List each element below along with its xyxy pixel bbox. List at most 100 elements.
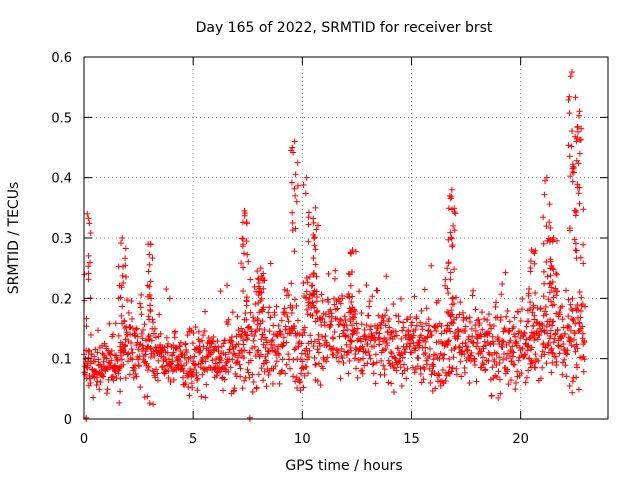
data-point — [86, 220, 93, 227]
data-point — [283, 361, 290, 368]
data-point — [100, 373, 107, 380]
data-point — [304, 279, 311, 286]
data-point — [337, 300, 344, 307]
data-point — [194, 387, 201, 394]
data-point — [265, 348, 272, 355]
data-point — [382, 345, 389, 352]
data-point — [363, 334, 370, 341]
data-point — [222, 351, 229, 358]
data-point — [451, 266, 458, 273]
data-point — [279, 367, 286, 374]
data-point — [315, 349, 322, 356]
data-point — [100, 358, 107, 365]
data-point — [509, 353, 516, 360]
data-point — [540, 268, 547, 275]
data-point — [580, 260, 587, 267]
data-point — [576, 289, 583, 296]
data-point — [395, 318, 402, 325]
data-point — [542, 303, 549, 310]
data-point — [133, 325, 140, 332]
data-point — [373, 359, 380, 366]
data-point — [303, 345, 310, 352]
data-point — [245, 258, 252, 265]
data-point — [481, 315, 488, 322]
data-point — [245, 369, 252, 376]
data-point — [331, 301, 338, 308]
data-point — [269, 336, 276, 343]
data-point — [220, 387, 227, 394]
data-point — [567, 73, 574, 80]
data-point — [138, 330, 145, 337]
data-point — [376, 341, 383, 348]
data-point — [223, 359, 230, 366]
data-point — [130, 374, 137, 381]
data-point — [386, 315, 393, 322]
data-point — [272, 362, 279, 369]
data-point — [156, 311, 163, 318]
data-point — [448, 235, 455, 242]
data-point — [398, 382, 405, 389]
data-point — [575, 128, 582, 135]
data-point — [422, 338, 429, 345]
data-point — [576, 320, 583, 327]
data-point — [486, 321, 493, 328]
data-point — [212, 343, 219, 350]
data-point — [254, 267, 261, 274]
data-point — [303, 288, 310, 295]
data-point — [269, 380, 276, 387]
data-point — [337, 316, 344, 323]
data-point — [570, 164, 577, 171]
data-point — [85, 270, 92, 277]
data-point — [97, 379, 104, 386]
data-point — [368, 323, 375, 330]
data-point — [312, 246, 319, 253]
data-point — [238, 325, 245, 332]
data-point — [297, 387, 304, 394]
data-point — [136, 363, 143, 370]
data-point — [293, 302, 300, 309]
data-point — [146, 261, 153, 268]
data-point — [194, 375, 201, 382]
data-point — [575, 386, 582, 393]
data-point — [408, 319, 415, 326]
data-point — [224, 321, 231, 328]
data-point — [192, 324, 199, 331]
data-point — [575, 112, 582, 119]
data-point — [360, 355, 367, 362]
data-point — [166, 295, 173, 302]
data-point — [314, 378, 321, 385]
data-point — [94, 378, 101, 385]
data-point — [180, 374, 187, 381]
y-tick-label: 0.5 — [51, 111, 72, 126]
data-point — [448, 193, 455, 200]
data-point — [85, 252, 92, 259]
data-point — [299, 358, 306, 365]
data-point — [290, 356, 297, 363]
data-point — [365, 348, 372, 355]
data-point — [145, 313, 152, 320]
data-point — [177, 347, 184, 354]
data-point — [390, 389, 397, 396]
data-point — [381, 366, 388, 373]
data-point — [139, 327, 146, 334]
data-point — [131, 332, 138, 339]
data-point — [450, 222, 457, 229]
data-point — [252, 301, 259, 308]
data-point — [215, 365, 222, 372]
data-point — [115, 263, 122, 270]
data-point — [573, 247, 580, 254]
data-point — [328, 313, 335, 320]
data-point — [131, 365, 138, 372]
data-point — [324, 342, 331, 349]
x-tick-label: 20 — [512, 432, 529, 447]
data-point — [119, 303, 126, 310]
data-point — [126, 371, 133, 378]
data-point — [549, 322, 556, 329]
data-point — [330, 335, 337, 342]
data-point — [150, 330, 157, 337]
data-point — [119, 272, 126, 279]
data-point — [306, 295, 313, 302]
data-point — [421, 286, 428, 293]
data-point — [363, 282, 370, 289]
data-point — [265, 371, 272, 378]
